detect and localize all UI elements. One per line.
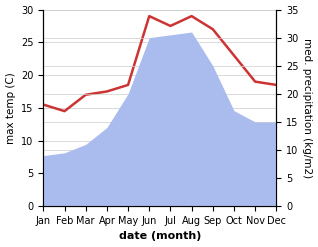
Y-axis label: med. precipitation (kg/m2): med. precipitation (kg/m2)	[302, 38, 313, 178]
Y-axis label: max temp (C): max temp (C)	[5, 72, 16, 144]
X-axis label: date (month): date (month)	[119, 231, 201, 242]
